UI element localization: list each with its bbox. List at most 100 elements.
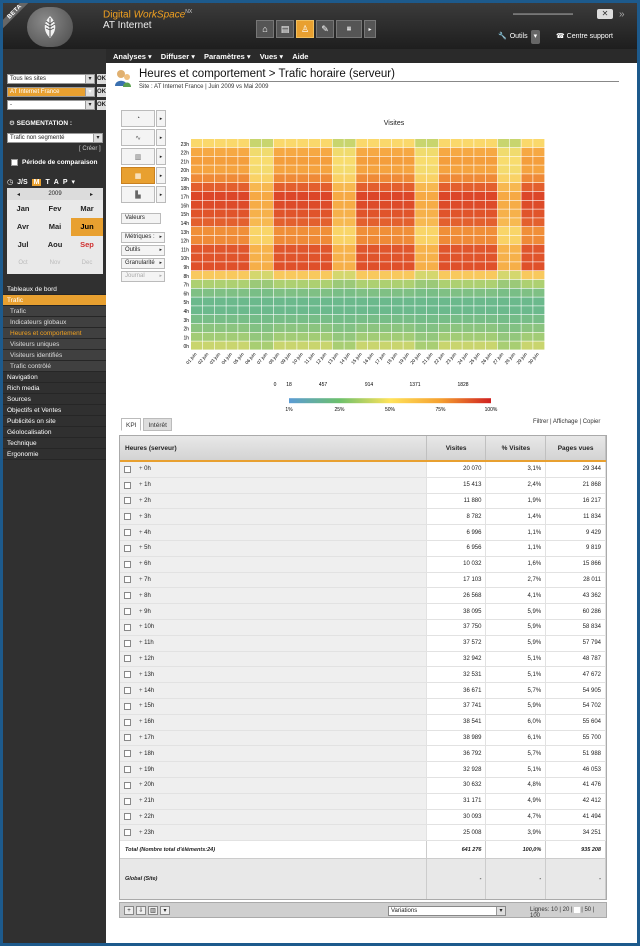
expand-plus-icon[interactable]: +: [139, 734, 145, 741]
sidebar-item-publicit-s-on-site[interactable]: Publicités on site: [3, 416, 106, 427]
expand-plus-icon[interactable]: +: [139, 798, 145, 805]
period-tab-js[interactable]: J/S: [17, 178, 28, 186]
lignes-50[interactable]: 50: [584, 907, 592, 913]
period-tab-t[interactable]: T: [45, 178, 50, 186]
col-pages-vues[interactable]: Pages vues: [546, 436, 606, 460]
expand-plus-icon[interactable]: +: [139, 529, 145, 536]
close-button[interactable]: ✕: [597, 9, 613, 19]
row-checkbox[interactable]: [124, 576, 131, 584]
expand-plus-icon[interactable]: +: [139, 782, 145, 789]
granularite-button[interactable]: Granularité ▸: [121, 258, 165, 269]
row-checkbox[interactable]: [124, 497, 131, 505]
chevron-right-icon[interactable]: ▸: [156, 167, 166, 184]
col-visites[interactable]: Visites: [427, 436, 487, 460]
pie-chart-icon[interactable]: ◔: [121, 110, 155, 127]
row-checkbox[interactable]: [124, 513, 131, 521]
expand-plus-icon[interactable]: +: [139, 829, 145, 836]
sidebar-item-heures-et-comportement[interactable]: Heures et comportement: [3, 328, 106, 339]
site-select[interactable]: AT Internet France ▾: [7, 87, 95, 97]
row-checkbox[interactable]: [124, 544, 131, 552]
expand-plus-icon[interactable]: +: [139, 703, 145, 710]
row-checkbox[interactable]: [124, 829, 131, 837]
month-mai[interactable]: Mai: [48, 222, 62, 231]
sidebar-item-navigation[interactable]: Navigation: [3, 372, 106, 383]
sidebar-item-technique[interactable]: Technique: [3, 438, 106, 449]
col-pct-visites[interactable]: % Visites: [486, 436, 547, 460]
row-checkbox[interactable]: [124, 750, 131, 758]
level2-select[interactable]: - ▾: [7, 100, 95, 110]
month-jan[interactable]: Jan: [16, 204, 30, 213]
row-checkbox[interactable]: [124, 766, 131, 774]
menu-parametres[interactable]: Paramètres ▾: [203, 51, 251, 61]
document-icon[interactable]: ▤: [276, 20, 294, 38]
tab-interet[interactable]: Intérêt: [143, 418, 172, 431]
line-chart-icon[interactable]: ∿: [121, 129, 155, 146]
dashboard-icon[interactable]: ▦: [336, 20, 362, 38]
create-segment-link[interactable]: [ Créer ]: [79, 146, 101, 152]
period-tab-p[interactable]: P: [62, 178, 68, 186]
menu-aide[interactable]: Aide: [292, 51, 309, 61]
ok-button-1[interactable]: OK: [97, 74, 106, 84]
sidebar-item-ergonomie[interactable]: Ergonomie: [3, 449, 106, 460]
heatmap-icon[interactable]: ▦: [121, 167, 155, 184]
outils-button[interactable]: 🔧 Outils ▾: [498, 30, 541, 44]
row-checkbox[interactable]: [124, 465, 131, 473]
lignes-custom[interactable]: [574, 907, 580, 913]
expand-plus-icon[interactable]: +: [139, 655, 145, 662]
expand-plus-icon[interactable]: +: [139, 624, 145, 631]
support-button[interactable]: ☎ Centre support: [556, 33, 613, 40]
column-chart-icon[interactable]: ▙: [121, 186, 155, 203]
expand-plus-icon[interactable]: +: [139, 466, 145, 473]
sidebar-item-trafic-contr-l-[interactable]: Trafic contrôlé: [3, 361, 106, 372]
month-aou[interactable]: Aou: [47, 240, 63, 249]
chart-export-icon[interactable]: ▥: [148, 906, 158, 915]
expand-plus-icon[interactable]: +: [139, 813, 145, 820]
row-checkbox[interactable]: [124, 639, 131, 647]
sidebar-item-visiteurs-uniques[interactable]: Visiteurs uniques: [3, 339, 106, 350]
row-checkbox[interactable]: [124, 481, 131, 489]
logo[interactable]: [27, 7, 73, 47]
comparison-checkbox[interactable]: [11, 159, 18, 166]
chevron-down-icon[interactable]: ▾: [71, 179, 75, 186]
month-jun[interactable]: Jun: [71, 218, 103, 236]
expand-plus-icon[interactable]: +: [139, 545, 145, 552]
people-icon[interactable]: ♙: [296, 20, 314, 38]
tab-kpi[interactable]: KPI: [121, 418, 142, 431]
period-tab-a[interactable]: A: [53, 178, 59, 186]
row-checkbox[interactable]: [124, 702, 131, 710]
month-fev[interactable]: Fev: [48, 204, 62, 213]
sidebar-item-indicateurs-globaux[interactable]: Indicateurs globaux: [3, 317, 106, 328]
expand-plus-icon[interactable]: +: [139, 671, 145, 678]
sidebar-item-trafic[interactable]: Trafic: [3, 295, 106, 306]
prev-year-icon[interactable]: ◂: [17, 191, 21, 198]
expand-plus-icon[interactable]: +: [139, 608, 145, 615]
ok-button-3[interactable]: OK: [97, 100, 106, 110]
expand-plus-icon[interactable]: +: [139, 561, 145, 568]
valeurs-button[interactable]: Valeurs: [121, 213, 161, 224]
variations-select[interactable]: Variations ▾: [388, 906, 506, 916]
expand-plus-icon[interactable]: +: [139, 497, 145, 504]
row-checkbox[interactable]: [124, 560, 131, 568]
sidebar-item-g-olocalisation[interactable]: Géolocalisation: [3, 427, 106, 438]
metriques-button[interactable]: Métriques : ▸: [121, 232, 165, 243]
more-arrow-icon[interactable]: ▸: [364, 20, 376, 38]
collapse-chevron-icon[interactable]: »: [619, 9, 625, 20]
lignes-100[interactable]: 100: [530, 913, 541, 919]
col-heures[interactable]: Heures (serveur): [120, 436, 427, 460]
sidebar-item-trafic[interactable]: Trafic: [3, 306, 106, 317]
menu-vues[interactable]: Vues ▾: [259, 51, 284, 61]
menu-diffuser[interactable]: Diffuser ▾: [160, 51, 195, 61]
segment-select[interactable]: Trafic non segmenté ▾: [7, 133, 103, 143]
outils-tool-button[interactable]: Outils ▸: [121, 245, 165, 256]
lignes-10[interactable]: 10: [551, 907, 558, 913]
table-actions[interactable]: Filtrer | Affichage | Copier: [533, 419, 601, 425]
sidebar-item-sources[interactable]: Sources: [3, 394, 106, 405]
row-checkbox[interactable]: [124, 781, 131, 789]
expand-plus-icon[interactable]: +: [139, 576, 145, 583]
menu-analyses[interactable]: Analyses ▾: [113, 51, 152, 61]
comparison-period[interactable]: Période de comparaison: [11, 159, 98, 166]
bar-chart-icon[interactable]: ▥: [121, 148, 155, 165]
month-jul[interactable]: Jul: [17, 240, 29, 249]
chevron-down-icon[interactable]: ▾: [160, 906, 170, 915]
sidebar-item-tableaux-de-bord[interactable]: Tableaux de bord: [3, 284, 106, 295]
